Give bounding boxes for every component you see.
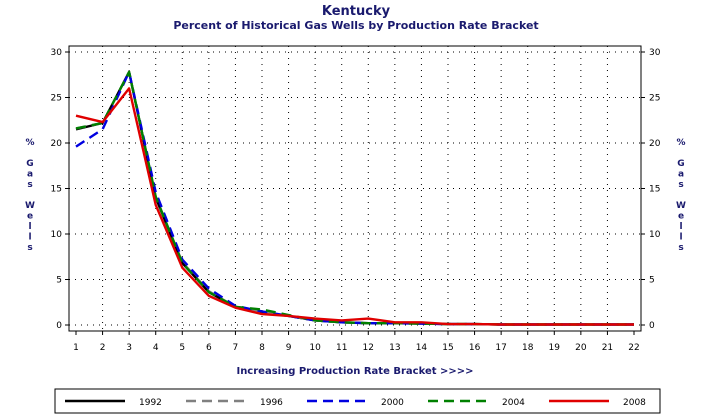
- y-axis-title-right-char: l: [679, 233, 682, 243]
- legend-label-2004: 2004: [502, 398, 525, 408]
- y-axis-title-right-char: s: [678, 243, 683, 253]
- y-tick-label-left: 25: [51, 94, 62, 104]
- y-tick-label-left: 30: [51, 48, 63, 58]
- legend-label-1996: 1996: [260, 398, 283, 408]
- axis-ticks: 1 2 3 4 5 6 7 8 9 10 11 12 13 14 15 16 17 18 19 20 21 220 05 51…: [51, 48, 661, 353]
- x-tick-label: 13: [389, 343, 400, 353]
- y-tick-label-left: 10: [51, 230, 63, 240]
- x-tick-label: 1: [73, 343, 79, 353]
- legend-label-2008: 2008: [623, 398, 646, 408]
- y-tick-label-right: 25: [649, 94, 660, 104]
- x-tick-label: 5: [179, 343, 185, 353]
- y-axis-title-left-char: s: [27, 243, 32, 253]
- y-axis-title-left-char: e: [27, 212, 33, 222]
- x-tick-label: 22: [628, 343, 639, 353]
- y-tick-label-right: 30: [649, 48, 661, 58]
- x-tick-label: 16: [469, 343, 481, 353]
- legend-label-1992: 1992: [139, 398, 162, 408]
- series-line-2004: [75, 70, 634, 326]
- y-tick-label-left: 5: [56, 276, 62, 286]
- x-tick-label: 15: [442, 343, 453, 353]
- x-tick-label: 6: [206, 343, 212, 353]
- y-axis-title-right-char: a: [678, 170, 684, 180]
- y-axis-title-left-char: G: [26, 159, 33, 169]
- x-tick-label: 18: [522, 343, 534, 353]
- y-tick-label-left: 20: [51, 139, 63, 149]
- y-tick-label-right: 20: [649, 139, 661, 149]
- chart-subtitle: Percent of Historical Gas Wells by Produ…: [173, 19, 539, 32]
- legend: 1992 1996 2000 2004 2008: [65, 398, 646, 408]
- y-axis-title-right-char: s: [678, 180, 683, 190]
- y-axis-title-left-char: s: [27, 180, 32, 190]
- y-tick-label-right: 10: [649, 230, 661, 240]
- x-tick-label: 19: [549, 343, 561, 353]
- series-line-1992: [75, 70, 634, 326]
- x-tick-label: 2: [100, 343, 106, 353]
- x-tick-label: 7: [233, 343, 239, 353]
- series-line-2000: [75, 70, 634, 326]
- y-axis-title-right-char: e: [678, 212, 684, 222]
- x-tick-label: 11: [336, 343, 347, 353]
- x-tick-label: 14: [416, 343, 428, 353]
- x-axis-label: Increasing Production Rate Bracket >>>>: [236, 366, 473, 377]
- x-tick-label: 10: [309, 343, 321, 353]
- y-axis-title-left-char: l: [28, 233, 31, 243]
- y-axis-title-left-char: l: [28, 222, 31, 232]
- x-tick-label: 21: [602, 343, 613, 353]
- x-tick-label: 9: [286, 343, 292, 353]
- x-tick-label: 3: [126, 343, 132, 353]
- series-line-2008: [75, 87, 634, 326]
- x-tick-label: 20: [575, 343, 587, 353]
- y-axis-title-right-char: l: [679, 222, 682, 232]
- y-axis-title-left-char: W: [25, 201, 35, 211]
- series-lines: [75, 70, 634, 326]
- y-axis-title-right-char: %: [676, 138, 685, 148]
- y-axis-title-right-char: W: [676, 201, 686, 211]
- chart-title: Kentucky: [321, 4, 391, 19]
- y-tick-label-right: 0: [649, 321, 655, 331]
- y-axis-title-left-char: %: [25, 138, 34, 148]
- y-tick-label-right: 15: [649, 185, 660, 195]
- y-axis-title-right-char: G: [677, 159, 684, 169]
- y-tick-label-left: 0: [56, 321, 62, 331]
- legend-label-2000: 2000: [381, 398, 404, 408]
- series-line-1996: [75, 70, 634, 326]
- x-tick-label: 4: [153, 343, 159, 353]
- x-tick-label: 17: [495, 343, 506, 353]
- y-tick-label-right: 5: [649, 276, 655, 286]
- y-axis-title-left-char: a: [27, 170, 33, 180]
- x-tick-label: 12: [363, 343, 374, 353]
- y-tick-label-left: 15: [51, 185, 62, 195]
- x-tick-label: 8: [259, 343, 265, 353]
